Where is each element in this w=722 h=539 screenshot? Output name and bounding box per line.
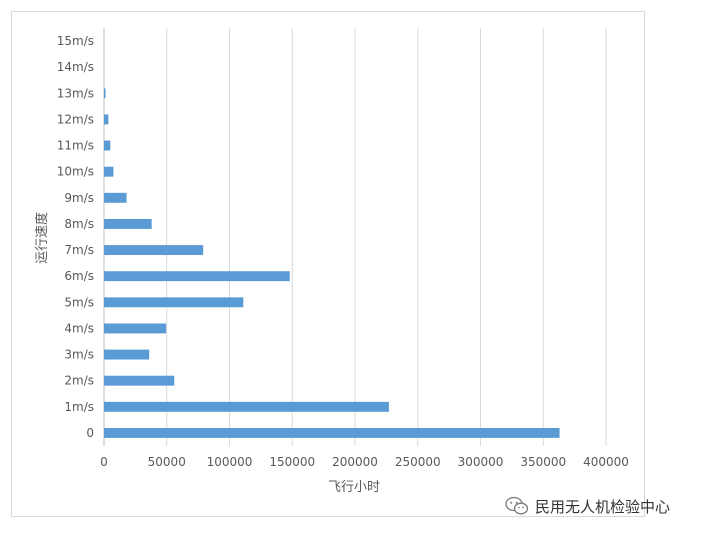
y-tick-label: 9m/s [64, 191, 94, 205]
x-tick-label: 200000 [332, 455, 378, 469]
bar-4m/s [104, 323, 167, 334]
bar-5m/s [104, 297, 244, 308]
x-tick-label: 50000 [148, 455, 186, 469]
bar-11m/s [104, 140, 111, 151]
x-tick-label: 100000 [207, 455, 253, 469]
x-tick-label: 400000 [583, 455, 629, 469]
y-tick-label: 3m/s [64, 348, 94, 362]
x-tick-label: 250000 [395, 455, 441, 469]
x-tick-label: 150000 [269, 455, 315, 469]
grid-lines [103, 28, 607, 446]
bar-7m/s [104, 245, 204, 256]
y-tick-label: 13m/s [57, 86, 94, 100]
bar-13m/s [104, 88, 106, 99]
y-axis-tick-labels: 0 1m/s 2m/s 3m/s 4m/s 5m/s 6m/s 7m/s 8m/s 9m/s 10m… [57, 34, 94, 440]
y-axis-title: 运行速度 [34, 212, 50, 264]
y-tick-label: 10m/s [57, 165, 94, 179]
x-axis-title: 飞行小时 [328, 480, 380, 495]
wechat-icon [505, 496, 529, 515]
y-tick-label: 14m/s [57, 60, 94, 74]
y-tick-label: 12m/s [57, 112, 94, 126]
y-tick-label: 0 [86, 426, 94, 440]
watermark-text: 民用无人机检验中心 [535, 497, 671, 516]
bar-10m/s [104, 166, 114, 177]
x-axis-tick-labels: 0 50000 100000 150000 200000 250000 300000 3500… [100, 455, 629, 469]
x-tick-label: 0 [100, 455, 108, 469]
y-tick-label: 1m/s [64, 400, 94, 414]
bar-0 [104, 427, 560, 438]
y-tick-label: 7m/s [64, 243, 94, 257]
bars [104, 88, 560, 438]
bar-3m/s [104, 349, 150, 360]
y-tick-label: 6m/s [64, 269, 94, 283]
bar-1m/s [104, 401, 389, 412]
y-tick-label: 2m/s [64, 374, 94, 388]
y-tick-label: 11m/s [57, 139, 94, 153]
bar-6m/s [104, 271, 290, 282]
y-tick-label: 15m/s [57, 34, 94, 48]
y-tick-label: 4m/s [64, 321, 94, 335]
y-tick-label: 5m/s [64, 295, 94, 309]
x-tick-label: 350000 [520, 455, 566, 469]
y-tick-label: 8m/s [64, 217, 94, 231]
bar-8m/s [104, 218, 152, 229]
bar-9m/s [104, 192, 127, 203]
bar-2m/s [104, 375, 175, 386]
bar-12m/s [104, 114, 109, 125]
watermark: 民用无人机检验中心 [505, 494, 670, 518]
x-tick-label: 300000 [458, 455, 504, 469]
